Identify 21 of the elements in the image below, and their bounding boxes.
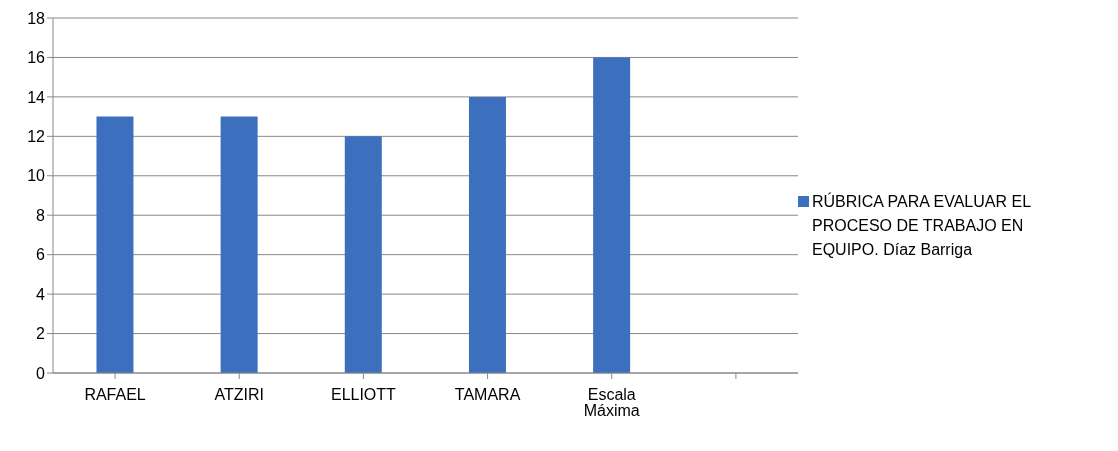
y-tick-label: 12 bbox=[27, 128, 46, 146]
x-tick-label: TAMARA bbox=[454, 386, 521, 404]
x-tick-label: ATZIRI bbox=[214, 386, 264, 404]
x-tick-label: ELLIOTT bbox=[330, 386, 397, 404]
y-tick-label: 14 bbox=[27, 88, 46, 106]
y-tick-label: 18 bbox=[27, 9, 46, 27]
bar bbox=[468, 96, 506, 373]
x-tick-label: Escala Máxima bbox=[583, 386, 640, 420]
bar bbox=[220, 116, 258, 373]
x-tick-label: RAFAEL bbox=[84, 386, 146, 404]
bar bbox=[593, 57, 631, 373]
y-tick-label: 8 bbox=[36, 206, 46, 224]
bar bbox=[96, 116, 134, 373]
y-tick-label: 16 bbox=[27, 49, 46, 67]
y-tick-label: 6 bbox=[36, 246, 46, 264]
y-tick-label: 4 bbox=[36, 285, 46, 303]
y-tick-label: 0 bbox=[36, 364, 46, 382]
legend-label: RÚBRICA PARA EVALUAR EL PROCESO DE TRABAJO EN EQUIPO. Díaz Barriga bbox=[812, 191, 1032, 260]
bar bbox=[344, 136, 382, 373]
y-tick-label: 2 bbox=[36, 325, 46, 343]
y-tick-label: 10 bbox=[27, 167, 46, 185]
